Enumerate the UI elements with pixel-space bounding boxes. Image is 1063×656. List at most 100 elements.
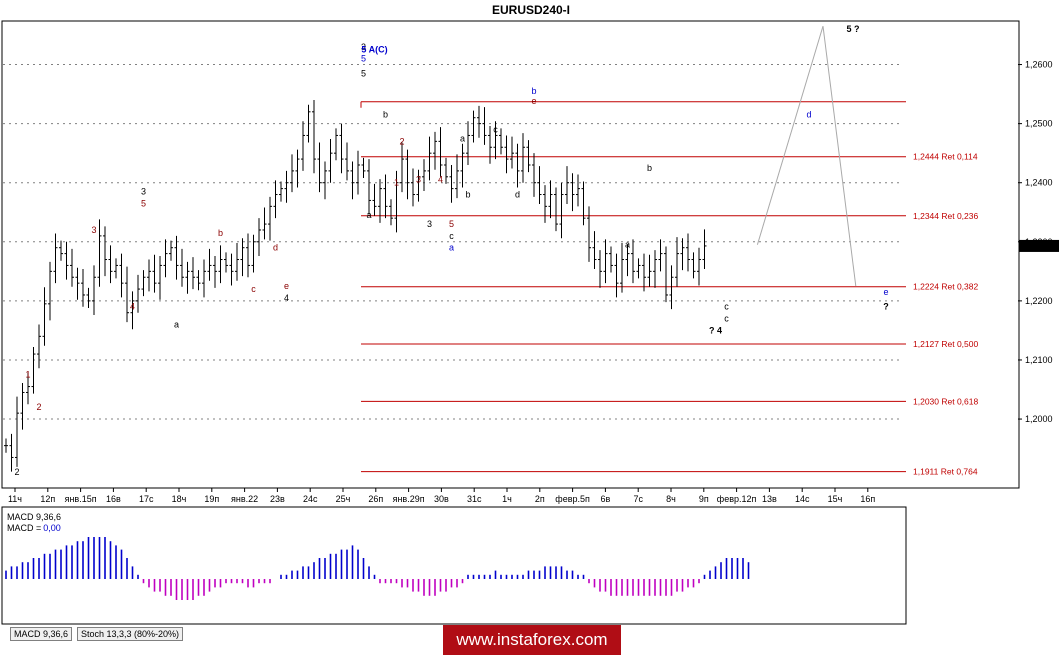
- ohlc-bar: [130, 291, 135, 330]
- ohlc-bar: [152, 254, 157, 293]
- tab-stoch[interactable]: Stoch 13,3,3 (80%-20%): [77, 627, 184, 641]
- ohlc-bar: [158, 255, 162, 300]
- x-tick-label: 16п: [860, 494, 875, 504]
- ohlc-bar: [224, 252, 228, 273]
- y-tick-label: 1,2500: [1025, 119, 1053, 129]
- macd-plot-frame: [1, 506, 907, 625]
- macd-label: MACD 9,36,6: [7, 512, 61, 522]
- ohlc-bar: [125, 266, 129, 323]
- projection-segment: [822, 26, 857, 287]
- x-tick-label: 30в: [434, 494, 449, 504]
- ohlc-bar: [70, 248, 74, 287]
- wave-label: 5 ?: [846, 24, 859, 34]
- wave-label: d: [515, 189, 520, 199]
- wave-label: b: [218, 228, 223, 238]
- ohlc-bar: [185, 261, 190, 294]
- ohlc-bar: [394, 170, 399, 233]
- ohlc-bar: [251, 234, 256, 273]
- ohlc-bar: [42, 287, 47, 346]
- ohlc-bar: [31, 346, 36, 394]
- wave-label: 3: [416, 175, 421, 185]
- fib-label: 1,2127 Ret 0,500: [913, 339, 978, 349]
- x-tick-label: 18ч: [172, 494, 187, 504]
- x-tick-label: янв.22: [231, 494, 258, 504]
- ohlc-bar: [339, 123, 344, 174]
- x-tick-label: февр.12п: [717, 494, 757, 504]
- x-tick-label: 9п: [699, 494, 709, 504]
- ohlc-bar: [257, 218, 261, 256]
- projection-path: [756, 25, 857, 287]
- ohlc-bar: [141, 270, 146, 297]
- wave-label: 3: [427, 219, 432, 229]
- wave-label: a: [174, 319, 179, 329]
- ohlc-bar: [642, 253, 646, 292]
- x-tick-label: янв.15п: [65, 494, 97, 504]
- ohlc-bar: [460, 143, 465, 188]
- ohlc-bar: [702, 229, 707, 269]
- ohlc-bar: [515, 143, 520, 188]
- instaforex-banner[interactable]: www.instaforex.com: [443, 625, 621, 655]
- ohlc-bar: [196, 270, 201, 291]
- wave-label: a: [460, 133, 465, 143]
- ohlc-bar: [554, 187, 558, 232]
- ohlc-bar: [317, 142, 322, 193]
- ohlc-bar: [356, 150, 360, 195]
- ohlc-bar: [15, 396, 19, 467]
- last-price-box: [1019, 239, 1059, 252]
- x-tick-label: 19п: [204, 494, 219, 504]
- ohlc-bar: [537, 166, 542, 204]
- ohlc-bar: [103, 226, 107, 277]
- x-tick-label: 17с: [139, 494, 154, 504]
- wave-label: 1: [394, 178, 399, 188]
- ohlc-bar: [526, 140, 531, 173]
- fib-label: 1,2344 Ret 0,236: [913, 211, 978, 221]
- y-tick-label: 1,2200: [1025, 296, 1053, 306]
- ohlc-bar: [482, 107, 487, 145]
- ohlc-bar: [543, 185, 547, 223]
- ohlc-bar: [334, 128, 338, 161]
- ohlc-bar: [301, 121, 305, 171]
- ohlc-bar: [312, 99, 316, 174]
- ohlc-bar: [636, 258, 641, 279]
- tab-macd[interactable]: MACD 9,36,6: [10, 627, 73, 641]
- wave-label: 2: [36, 402, 41, 412]
- ohlc-bar: [631, 239, 635, 284]
- ohlc-bar: [246, 233, 250, 278]
- main-plot-frame: [1, 20, 1020, 489]
- wave-label: c: [724, 302, 729, 312]
- fib-retracement-levels: 1,2444 Ret 0,114 1,2344 Ret 0,236 1,2224 R…: [360, 101, 978, 477]
- grid: [3, 64, 903, 420]
- ohlc-bar: [350, 161, 355, 200]
- x-tick-label: 8ч: [666, 494, 676, 504]
- ohlc-bar: [207, 248, 212, 281]
- ohlc-bar: [614, 253, 619, 298]
- ohlc-bar: [147, 259, 151, 292]
- chart-title: EURUSD240-I: [492, 3, 570, 17]
- ohlc-bar: [9, 433, 14, 472]
- ohlc-bar: [647, 254, 652, 287]
- wave-label: d: [273, 243, 278, 253]
- ohlc-bar: [81, 268, 85, 307]
- wave-label: b: [465, 189, 470, 199]
- x-tick-label: 14с: [795, 494, 810, 504]
- wave-label: e: [531, 96, 536, 106]
- wave-label: c: [493, 124, 498, 134]
- macd-histogram: [5, 537, 750, 600]
- ohlc-bar: [180, 248, 184, 287]
- wave-label: b: [647, 163, 652, 173]
- ohlc-bar: [290, 154, 294, 193]
- ohlc-bar: [306, 104, 311, 143]
- y-tick-label: 1,2600: [1025, 60, 1053, 70]
- ohlc-bar: [59, 240, 63, 261]
- wave-label: c: [449, 231, 454, 241]
- wave-label: e: [883, 287, 888, 297]
- ohlc-bar: [653, 250, 657, 288]
- ohlc-bar: [466, 121, 470, 165]
- ohlc-bar: [92, 265, 96, 316]
- ohlc-bar: [383, 174, 388, 219]
- ohlc-bar: [587, 206, 591, 262]
- last-price-marker: 1,2293: [1019, 239, 1059, 252]
- ohlc-bar: [565, 166, 569, 204]
- ohlc-bar: [108, 245, 113, 284]
